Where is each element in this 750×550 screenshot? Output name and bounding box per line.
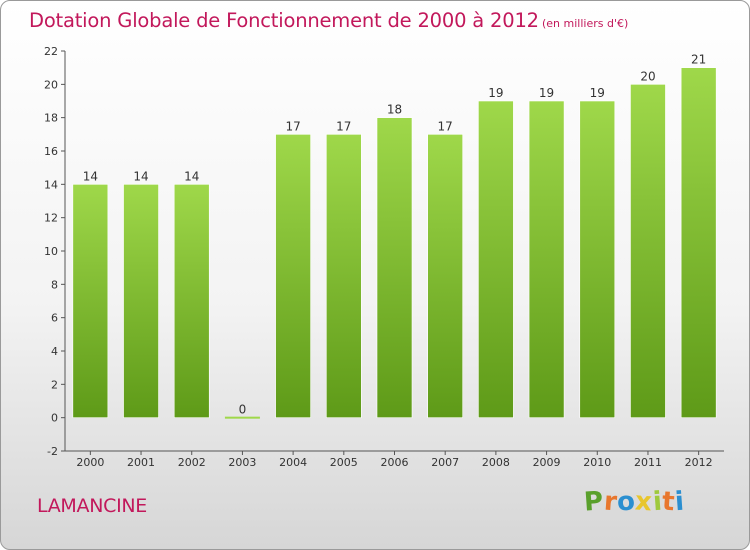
y-tick-label: 18	[44, 112, 58, 125]
y-tick-label: 16	[44, 145, 58, 158]
y-tick-label: 4	[51, 345, 58, 358]
y-tick-label: -2	[47, 445, 58, 458]
bar-2010	[579, 100, 616, 418]
y-tick-label: 22	[44, 45, 58, 58]
data-label-2011: 20	[640, 69, 655, 83]
y-tick-label: 2	[51, 378, 58, 391]
x-tick-label: 2012	[685, 456, 713, 469]
x-tick-label: 2004	[279, 456, 307, 469]
x-tick-label: 2009	[533, 456, 561, 469]
bar-2005	[326, 134, 362, 418]
bar-2000	[72, 184, 109, 418]
logo-letter: i	[673, 486, 686, 518]
x-tick-label: 2000	[76, 456, 104, 469]
bar-2012	[680, 67, 717, 418]
data-label-2002: 14	[184, 169, 199, 183]
bar-2004	[275, 134, 311, 418]
data-label-2006: 18	[387, 103, 402, 117]
x-tick-label: 2008	[482, 456, 510, 469]
data-labels-group: 14 14 14 0 17 17 18 17 19 19 19 20 21	[83, 53, 707, 417]
y-tick-label: 10	[44, 245, 58, 258]
bar-2008	[478, 100, 514, 418]
y-tick-label: 20	[44, 78, 58, 91]
chart-title: Dotation Globale de Fonctionnement de 20…	[29, 9, 539, 32]
x-tick-label: 2007	[431, 456, 459, 469]
bar-2006	[376, 117, 413, 418]
bar-2007	[427, 134, 463, 418]
bar-2002	[173, 184, 210, 418]
y-tick-label: 6	[51, 312, 58, 325]
bar-2001	[123, 184, 159, 418]
data-label-2012: 21	[691, 53, 706, 67]
y-tick-label: 14	[44, 178, 58, 191]
data-label-2008: 19	[488, 86, 503, 100]
data-label-2003: 0	[239, 403, 247, 417]
data-label-2005: 17	[336, 119, 351, 133]
x-tick-label: 2002	[178, 456, 206, 469]
commune-name: LAMANCINE	[37, 495, 148, 517]
data-label-2010: 19	[590, 86, 605, 100]
data-label-2007: 17	[438, 119, 453, 133]
x-tick-label: 2010	[583, 456, 611, 469]
logo-letter: P	[582, 486, 605, 518]
x-tick-label: 2005	[330, 456, 358, 469]
logo-letter: x	[634, 486, 654, 518]
bar-2009	[528, 100, 565, 418]
unit-note: (en milliers d'€)	[542, 17, 629, 30]
y-tick-label: 12	[44, 212, 58, 225]
data-label-2004: 17	[285, 119, 300, 133]
x-tick-label: 2003	[228, 456, 256, 469]
data-label-2009: 19	[539, 86, 554, 100]
bar-2003	[224, 416, 260, 419]
bar-2011	[630, 84, 666, 418]
proxiti-logo: Proxiti	[582, 486, 686, 518]
data-label-2000: 14	[83, 169, 98, 183]
data-label-2001: 14	[133, 169, 148, 183]
x-tick-label: 2001	[127, 456, 155, 469]
y-tick-label: 0	[51, 412, 58, 425]
x-tick-label: 2006	[381, 456, 409, 469]
y-tick-label: 8	[51, 278, 58, 291]
bars-group	[72, 67, 717, 419]
x-tick-label: 2011	[634, 456, 662, 469]
